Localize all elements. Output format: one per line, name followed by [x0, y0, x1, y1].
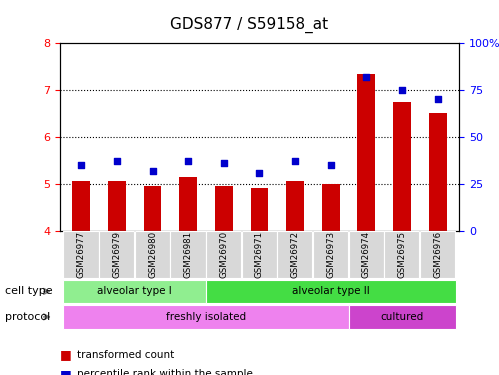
Text: alveolar type II: alveolar type II — [292, 286, 370, 296]
Point — [77, 162, 85, 168]
Point — [220, 160, 228, 166]
Text: transformed count: transformed count — [77, 350, 175, 360]
Point — [291, 158, 299, 164]
Text: alveolar type I: alveolar type I — [97, 286, 172, 296]
Bar — [429, 113, 447, 231]
Bar — [215, 186, 233, 231]
Bar — [144, 186, 162, 231]
Bar — [357, 74, 375, 231]
Text: GSM26970: GSM26970 — [220, 231, 229, 278]
Text: GSM26981: GSM26981 — [184, 231, 193, 278]
Text: ■: ■ — [60, 348, 72, 361]
Point — [255, 170, 263, 176]
Bar — [286, 182, 304, 231]
Point — [434, 96, 442, 102]
Text: GSM26975: GSM26975 — [398, 231, 407, 278]
Text: GSM26973: GSM26973 — [326, 231, 335, 278]
Text: GDS877 / S59158_at: GDS877 / S59158_at — [171, 17, 328, 33]
Point — [327, 162, 335, 168]
Point — [362, 74, 370, 80]
Bar — [322, 184, 340, 231]
Bar — [108, 182, 126, 231]
Text: GSM26974: GSM26974 — [362, 231, 371, 278]
Bar — [179, 177, 197, 231]
Point — [149, 168, 157, 174]
Bar — [72, 182, 90, 231]
Point — [113, 158, 121, 164]
Point — [184, 158, 192, 164]
Text: GSM26979: GSM26979 — [112, 231, 121, 278]
Bar — [393, 102, 411, 231]
Text: GSM26977: GSM26977 — [77, 231, 86, 278]
Text: GSM26971: GSM26971 — [255, 231, 264, 278]
Text: protocol: protocol — [5, 312, 50, 322]
Text: GSM26976: GSM26976 — [433, 231, 442, 278]
Bar — [250, 188, 268, 231]
Text: percentile rank within the sample: percentile rank within the sample — [77, 369, 253, 375]
Text: cultured: cultured — [380, 312, 424, 322]
Text: cell type: cell type — [5, 286, 52, 296]
Text: GSM26972: GSM26972 — [290, 231, 299, 278]
Text: GSM26980: GSM26980 — [148, 231, 157, 278]
Point — [398, 87, 406, 93]
Text: freshly isolated: freshly isolated — [166, 312, 246, 322]
Text: ■: ■ — [60, 368, 72, 375]
